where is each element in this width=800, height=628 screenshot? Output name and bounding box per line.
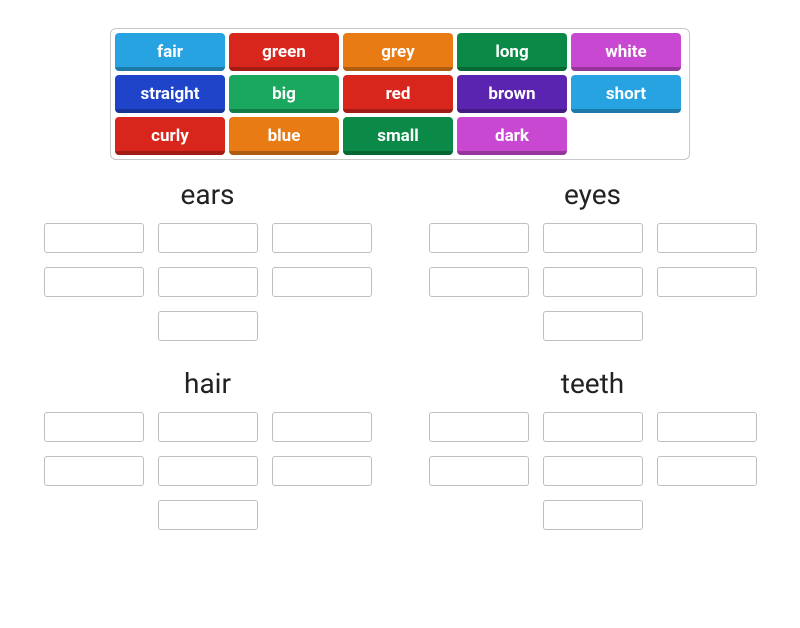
word-tile-short[interactable]: short — [571, 75, 681, 113]
drop-slot[interactable] — [429, 267, 529, 297]
category-title-teeth: teeth — [420, 367, 765, 400]
word-tile-blue[interactable]: blue — [229, 117, 339, 155]
drop-slot[interactable] — [44, 267, 144, 297]
category-title-hair: hair — [35, 367, 380, 400]
word-tile-white[interactable]: white — [571, 33, 681, 71]
drop-slot[interactable] — [272, 412, 372, 442]
drop-slot[interactable] — [429, 412, 529, 442]
category-hair: hair — [35, 367, 380, 530]
drop-slot[interactable] — [158, 412, 258, 442]
drop-slot[interactable] — [543, 223, 643, 253]
category-eyes: eyes — [420, 178, 765, 341]
categories-grid: ears eyes hair teeth — [20, 178, 780, 530]
word-tile-fair[interactable]: fair — [115, 33, 225, 71]
drop-slot[interactable] — [158, 456, 258, 486]
slots-eyes — [420, 223, 765, 341]
drop-slot[interactable] — [158, 223, 258, 253]
category-title-eyes: eyes — [420, 178, 765, 211]
word-tile-brown[interactable]: brown — [457, 75, 567, 113]
word-tile-curly[interactable]: curly — [115, 117, 225, 155]
drop-slot[interactable] — [657, 456, 757, 486]
drop-slot[interactable] — [543, 311, 643, 341]
drop-slot[interactable] — [158, 267, 258, 297]
drop-slot[interactable] — [543, 412, 643, 442]
drop-slot[interactable] — [44, 412, 144, 442]
drop-slot[interactable] — [272, 223, 372, 253]
word-tile-big[interactable]: big — [229, 75, 339, 113]
drop-slot[interactable] — [657, 267, 757, 297]
slots-teeth — [420, 412, 765, 530]
word-bank: fairgreengreylongwhite straightbigredbrow… — [110, 28, 690, 160]
drop-slot[interactable] — [657, 412, 757, 442]
drop-slot[interactable] — [44, 456, 144, 486]
drop-slot[interactable] — [543, 267, 643, 297]
drop-slot[interactable] — [543, 456, 643, 486]
drop-slot[interactable] — [429, 456, 529, 486]
drop-slot[interactable] — [158, 311, 258, 341]
drop-slot[interactable] — [657, 223, 757, 253]
drop-slot[interactable] — [272, 267, 372, 297]
word-tile-straight[interactable]: straight — [115, 75, 225, 113]
category-title-ears: ears — [35, 178, 380, 211]
word-tile-small[interactable]: small — [343, 117, 453, 155]
category-teeth: teeth — [420, 367, 765, 530]
word-tile-long[interactable]: long — [457, 33, 567, 71]
slots-ears — [35, 223, 380, 341]
drop-slot[interactable] — [543, 500, 643, 530]
category-ears: ears — [35, 178, 380, 341]
drop-slot[interactable] — [272, 456, 372, 486]
drop-slot[interactable] — [429, 223, 529, 253]
drop-slot[interactable] — [158, 500, 258, 530]
word-tile-red[interactable]: red — [343, 75, 453, 113]
drop-slot[interactable] — [44, 223, 144, 253]
word-tile-dark[interactable]: dark — [457, 117, 567, 155]
word-tile-grey[interactable]: grey — [343, 33, 453, 71]
word-tile-green[interactable]: green — [229, 33, 339, 71]
slots-hair — [35, 412, 380, 530]
